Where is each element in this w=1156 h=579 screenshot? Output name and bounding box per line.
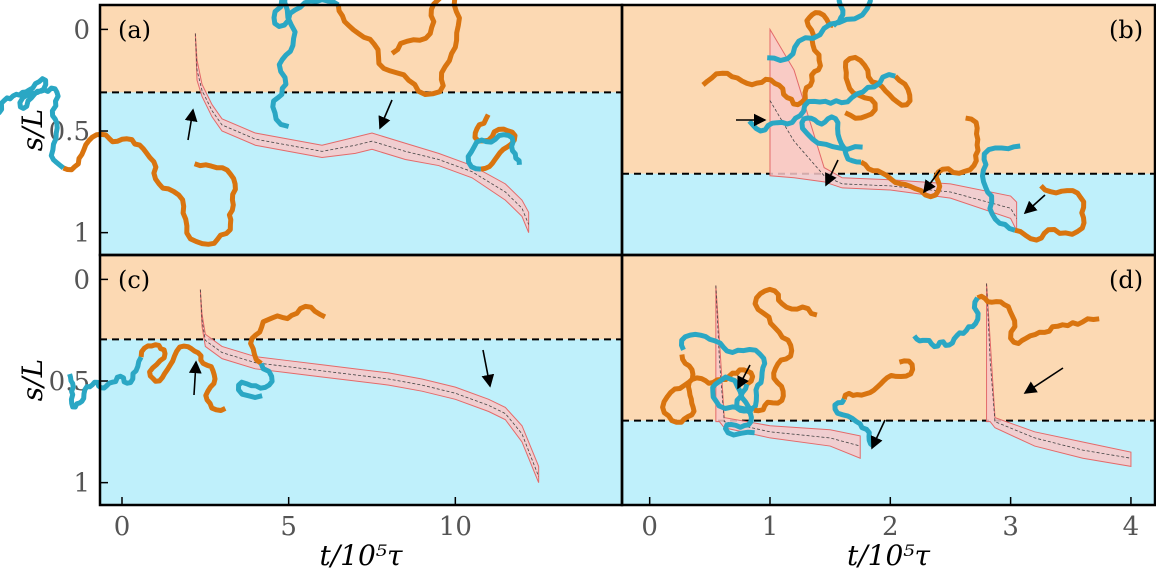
region-below: [100, 92, 622, 255]
panel: 0 1 2 3 4 (d) t/10⁵τ: [622, 255, 1155, 572]
region-below: [100, 339, 622, 505]
polymer-image: [859, 115, 981, 200]
band: [986, 283, 1132, 467]
polymer-image: [62, 131, 238, 247]
panel: 00.510 5 10(c)s/Lt/10⁵τ: [16, 255, 622, 572]
panel-label: (d): [1109, 266, 1143, 294]
polymer-image: [912, 296, 981, 350]
y-tick-label: 1: [73, 469, 90, 499]
region-above: [622, 5, 1155, 174]
polymer-image: [465, 132, 522, 172]
polymer-image: [248, 303, 327, 366]
polymer-image: [270, 0, 340, 129]
polymer-image: [710, 374, 755, 438]
y-tick-label: 1: [73, 219, 90, 249]
x-tick-label: 1: [762, 512, 779, 542]
polymer-image: [832, 397, 876, 449]
polymer-image: [472, 113, 518, 172]
y-tick-label: 0: [73, 15, 90, 45]
polymer-image: [799, 114, 863, 165]
mean-line: [199, 289, 540, 477]
polymer-image: [67, 355, 144, 410]
region-above: [100, 5, 622, 93]
mean-line: [715, 285, 861, 447]
y-axis-label: s/L: [16, 359, 49, 401]
panel: 00.51(a)s/L: [16, 5, 622, 255]
x-tick-label: 4: [1123, 512, 1140, 542]
x-tick-label: 0: [641, 512, 658, 542]
polymer-image: [660, 354, 756, 425]
panel-label: (b): [1109, 16, 1143, 44]
mean-line: [769, 100, 1017, 219]
x-tick-label: 3: [1002, 512, 1019, 542]
x-tick-label: 5: [280, 512, 297, 542]
x-tick-label: 10: [439, 512, 472, 542]
annotation-arrows: [184, 99, 1064, 450]
region-above: [100, 255, 622, 340]
polymer-image: [236, 362, 275, 400]
panel-frame: [620, 253, 1156, 507]
x-tick-label: 0: [114, 512, 131, 542]
y-tick-label: 0: [73, 265, 90, 295]
polymer-image: [1014, 184, 1087, 243]
x-axis-label: t/10⁵τ: [319, 539, 403, 572]
polymer-image: [0, 76, 65, 170]
x-axis-label: t/10⁵τ: [847, 539, 931, 572]
polymer-image: [843, 54, 913, 121]
panel-label: (a): [118, 16, 151, 44]
polymer-image: [976, 293, 1100, 346]
polymer-image: [701, 10, 835, 108]
band: [194, 33, 530, 233]
y-axis-label: s/L: [16, 109, 49, 151]
panel-label: (c): [118, 266, 150, 294]
polymer-image: [980, 143, 1021, 233]
polymer-image: [138, 342, 227, 413]
band: [199, 289, 540, 483]
polymer-image: [752, 286, 818, 414]
polymer-image: [335, 0, 462, 97]
region-below: [622, 420, 1155, 505]
x-tick-label: 2: [882, 512, 899, 542]
polymer-image: [767, 0, 873, 63]
polymer-image: [841, 358, 916, 400]
polymer-image: [747, 72, 896, 134]
mean-line: [194, 33, 530, 225]
panel: (b): [622, 5, 1155, 255]
